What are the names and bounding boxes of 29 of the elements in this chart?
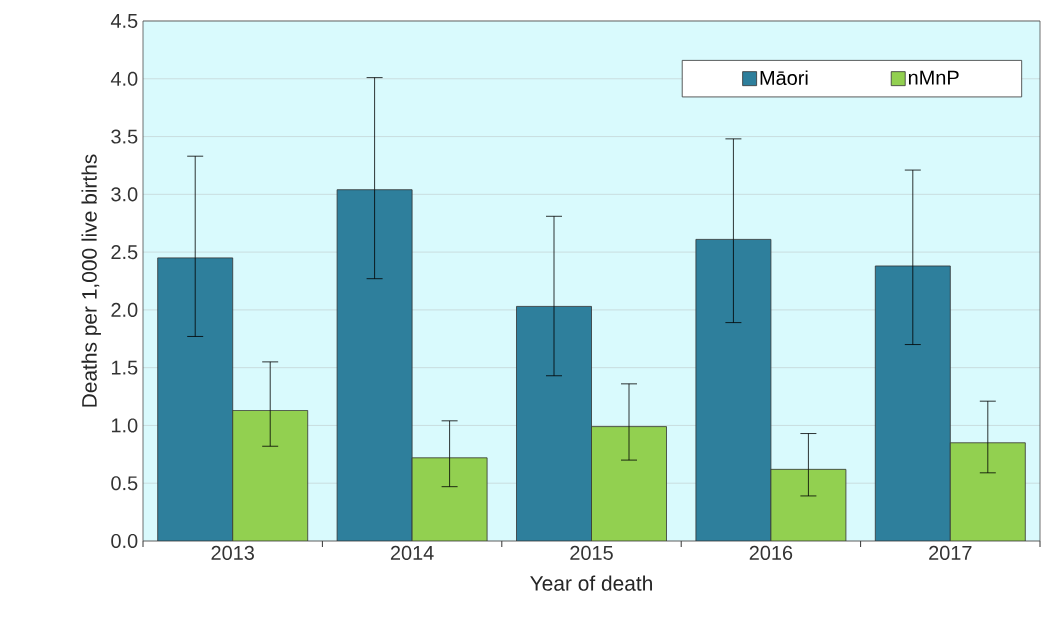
x-tick-label: 2015 — [570, 545, 613, 560]
bar — [591, 426, 667, 541]
y-tick-label: 1.5 — [111, 360, 138, 375]
y-tick-label: 3.5 — [111, 129, 138, 144]
bar — [516, 306, 592, 541]
bar — [232, 410, 308, 541]
bar — [412, 457, 488, 541]
bar — [770, 469, 846, 541]
y-tick-label: 1.0 — [111, 418, 138, 433]
legend-label: nMnP — [908, 70, 959, 85]
y-axis-title: Deaths per 1,000 live births — [81, 154, 101, 407]
bar — [337, 189, 413, 541]
bar — [874, 265, 951, 541]
x-tick-label: 2016 — [749, 545, 793, 560]
y-tick-label: 0.5 — [111, 476, 138, 491]
bar — [949, 442, 1026, 541]
y-tick-label: 2.5 — [111, 245, 138, 260]
y-tick-label: 4.0 — [110, 71, 138, 86]
x-tick-label: 2014 — [390, 545, 434, 560]
legend-label: Māori — [760, 70, 808, 86]
x-tick-label: 2017 — [929, 545, 972, 560]
x-tick-label: 2013 — [211, 545, 254, 560]
bar — [157, 257, 233, 541]
y-tick-label: 3.0 — [111, 187, 138, 202]
y-tick-label: 4.5 — [110, 14, 138, 28]
x-axis-title: Year of death — [530, 575, 652, 591]
bar — [695, 239, 771, 541]
y-tick-label: 0.0 — [111, 533, 138, 549]
y-tick-label: 2.0 — [111, 302, 138, 317]
